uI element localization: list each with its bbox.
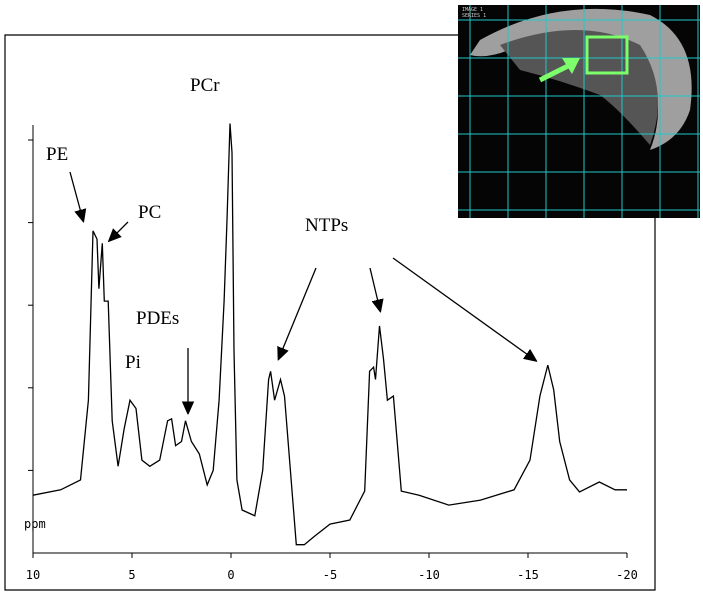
x-axis-label: ppm	[24, 517, 46, 531]
arrows	[69, 171, 535, 412]
spectrum-line	[32, 123, 627, 546]
frame	[4, 34, 656, 591]
x-tick-label: 10	[26, 568, 40, 582]
annotation: PE	[46, 144, 68, 165]
inset-label: IMAGE 1	[462, 7, 483, 13]
plot: 10 5 0 -5 -10 -15 -20	[26, 123, 638, 582]
annotation: PCr	[190, 75, 220, 96]
annotation: PDEs	[136, 308, 179, 329]
annotation: PC	[138, 202, 161, 223]
x-tick-label: -5	[323, 568, 337, 582]
inset-label: SERIES 1	[462, 13, 486, 19]
x-tick-label: -10	[418, 568, 440, 582]
annotation: NTPs	[305, 215, 348, 236]
annotation: Pi	[125, 352, 141, 373]
x-tick-label: -15	[517, 568, 539, 582]
mri-inset: IMAGE 1 SERIES 1	[458, 5, 700, 218]
x-tick-label: 5	[128, 568, 135, 582]
x-tick-label: 0	[227, 568, 234, 582]
x-tick-label: -20	[616, 568, 638, 582]
